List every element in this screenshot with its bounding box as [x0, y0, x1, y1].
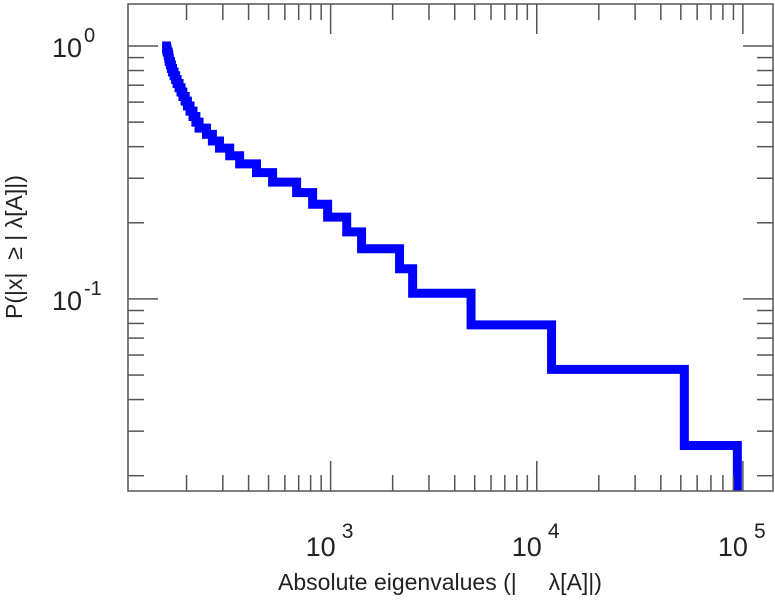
x-tick-exponent: 3 [342, 520, 354, 543]
axis-ticks [128, 4, 773, 491]
y-tick-label: 10 [52, 33, 82, 63]
x-axis-label: Absolute eigenvalues (| λ[A]|) [278, 569, 602, 595]
x-tick-exponent: 4 [548, 520, 560, 543]
plot-frame [127, 3, 774, 492]
step-line-series [162, 41, 742, 491]
x-tick-label: 10 [718, 532, 748, 562]
y-tick-label: 10 [52, 286, 82, 316]
y-tick-exponent: -1 [84, 278, 102, 300]
y-axis-label: P(|x| ≥ | λ[A]|) [1, 175, 27, 319]
x-tick-label: 10 [512, 532, 542, 562]
x-tick-exponent: 5 [754, 520, 766, 543]
x-tick-label: 10 [306, 532, 336, 562]
plot-series [162, 41, 742, 491]
y-tick-exponent: 0 [84, 25, 95, 47]
